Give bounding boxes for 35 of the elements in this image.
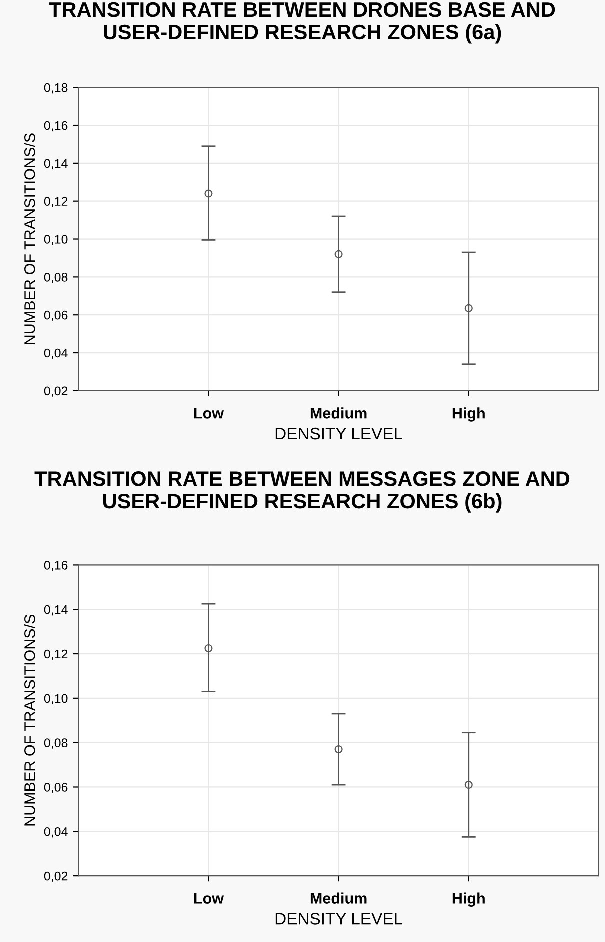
x-tick-label: High	[452, 408, 485, 422]
y-tick-label: 0,12	[44, 650, 68, 660]
y-tick-label: 0,02	[44, 386, 68, 398]
y-tick-label: 0,12	[44, 197, 68, 208]
x-axis-title: DENSITY LEVEL	[276, 913, 402, 925]
point	[334, 250, 343, 258]
point	[464, 780, 473, 790]
y-tick-label: 0,06	[44, 783, 68, 794]
x-tick-label: Low	[194, 893, 224, 904]
y-tick-label: 0,18	[44, 83, 68, 94]
y-tick-label: 0,02	[44, 872, 68, 882]
y-tick-label: 0,10	[44, 694, 68, 705]
x-tick-label: Medium	[310, 408, 367, 419]
y-tick-label: 0,08	[44, 272, 68, 284]
point	[204, 644, 213, 652]
y-tick-label: 0,14	[44, 159, 68, 170]
x-tick-label: Low	[194, 408, 224, 419]
y-axis-title: NUMBER OF TRANSITIONS/S	[24, 134, 36, 344]
y-tick-label: 0,04	[44, 827, 68, 838]
y-axis-title: NUMBER OF TRANSITIONS/S	[24, 614, 36, 826]
y-tick-label: 0,16	[44, 121, 68, 132]
chart-title: TRANSITION RATE BETWEEN DRONES BASE AND USER-DEFINED RESEARCH ZONES (6a)	[49, 2, 556, 44]
point	[334, 745, 343, 754]
y-tick-label: 0,16	[44, 561, 68, 572]
y-tick-label: 0,08	[44, 738, 68, 749]
y-tick-label: 0,04	[44, 348, 68, 360]
y-tick-label: 0,14	[44, 605, 68, 616]
point	[464, 304, 473, 312]
y-tick-label: 0,10	[44, 235, 68, 246]
point	[204, 190, 213, 198]
y-tick-label: 0,06	[44, 310, 68, 322]
x-axis-title: DENSITY LEVEL	[276, 428, 402, 440]
x-tick-label: Medium	[310, 892, 367, 904]
chart-title: TRANSITION RATE BETWEEN MESSAGES ZONE AND USER-DEFINED RESEARCH ZONES (6b)	[34, 472, 570, 513]
x-tick-label: High	[452, 892, 485, 908]
